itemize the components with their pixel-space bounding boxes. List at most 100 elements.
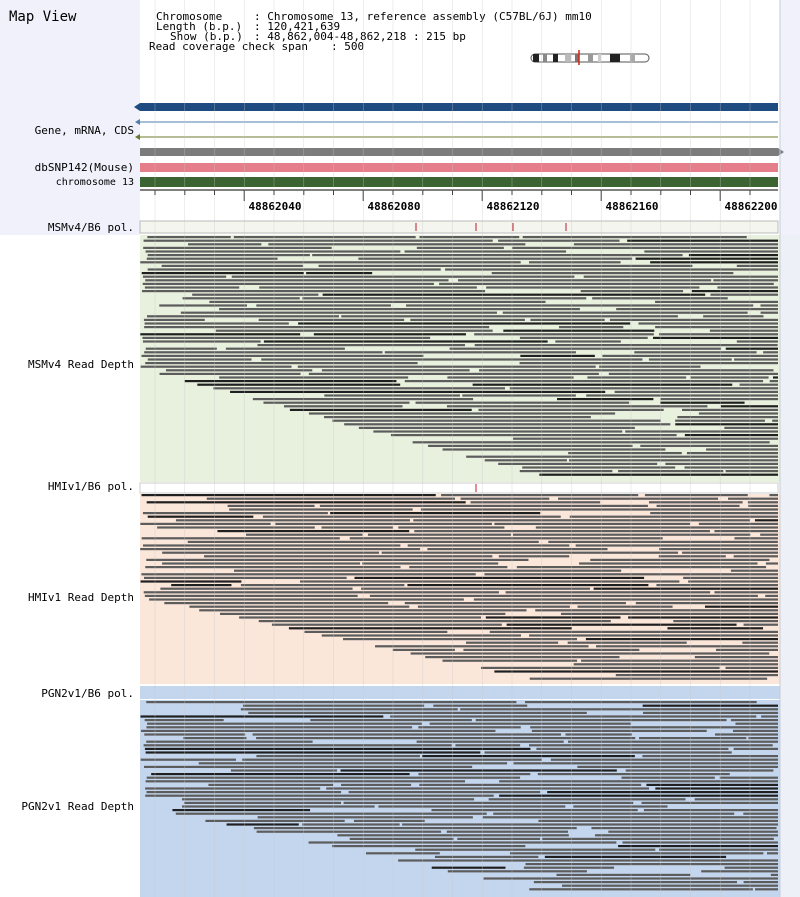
read[interactable] [425,656,620,659]
read[interactable] [165,369,313,372]
read[interactable] [686,452,778,455]
read[interactable] [369,594,758,597]
read[interactable] [542,837,774,840]
read[interactable] [499,780,778,783]
read[interactable] [229,508,413,511]
read[interactable] [733,729,778,732]
read[interactable] [472,383,733,386]
read[interactable] [252,733,561,736]
read[interactable] [713,279,778,282]
read[interactable] [639,737,747,740]
read[interactable] [337,834,569,837]
read[interactable] [665,462,778,465]
read[interactable] [573,243,778,246]
read[interactable] [144,594,358,597]
read[interactable] [271,623,502,626]
read[interactable] [349,537,663,540]
read[interactable] [491,272,734,275]
read[interactable] [586,394,778,397]
read[interactable] [406,304,754,307]
read[interactable] [219,308,580,311]
read[interactable] [308,372,599,375]
read[interactable] [332,419,661,422]
dbsnp-bar-gray[interactable] [140,148,778,156]
read[interactable] [141,494,436,497]
read[interactable] [499,794,778,797]
read[interactable] [725,347,778,350]
read[interactable] [585,638,778,641]
msm-pol-track[interactable] [139,220,779,234]
read[interactable] [627,239,778,242]
read[interactable] [146,315,339,318]
read[interactable] [747,501,778,504]
read[interactable] [358,257,633,260]
read[interactable] [596,645,778,648]
read[interactable] [646,783,778,786]
read[interactable] [656,504,740,507]
read[interactable] [415,848,656,851]
read[interactable] [479,369,774,372]
read[interactable] [743,623,778,626]
read[interactable] [308,841,617,844]
read[interactable] [715,733,778,736]
read[interactable] [704,605,778,608]
read[interactable] [667,627,764,630]
read[interactable] [568,740,778,743]
read[interactable] [172,809,311,812]
read[interactable] [581,659,778,662]
read[interactable] [730,569,778,572]
read[interactable] [558,497,719,500]
read[interactable] [519,470,613,473]
read[interactable] [642,755,778,758]
read[interactable] [407,584,649,587]
read[interactable] [256,755,420,758]
read[interactable] [175,519,411,522]
read[interactable] [431,809,638,812]
read[interactable] [239,616,482,619]
read[interactable] [734,358,778,361]
read[interactable] [535,526,778,529]
read[interactable] [140,365,292,368]
read[interactable] [145,279,449,282]
read[interactable] [234,569,622,572]
read[interactable] [143,544,401,547]
read[interactable] [538,819,778,822]
read[interactable] [583,275,778,278]
read[interactable] [573,805,668,808]
read[interactable] [220,612,506,615]
read[interactable] [144,733,246,736]
read[interactable] [321,526,393,529]
read[interactable] [146,501,466,504]
read[interactable] [486,286,700,289]
read[interactable] [770,873,778,876]
read[interactable] [446,830,569,833]
read[interactable] [449,347,722,350]
read[interactable] [478,408,664,411]
read[interactable] [457,837,541,840]
read[interactable] [463,648,640,651]
read[interactable] [725,470,778,473]
read[interactable] [147,254,310,257]
read[interactable] [348,791,541,794]
read[interactable] [592,297,728,300]
read[interactable] [694,656,778,659]
read[interactable] [434,855,539,858]
read[interactable] [197,383,401,386]
read[interactable] [180,311,497,314]
hmi-pol-track[interactable] [139,482,779,494]
read[interactable] [340,769,617,772]
read[interactable] [144,351,383,354]
read[interactable] [460,708,778,711]
read[interactable] [682,408,778,411]
read[interactable] [529,261,621,264]
read[interactable] [523,866,615,869]
read[interactable] [688,254,778,257]
read[interactable] [536,747,729,750]
read[interactable] [642,704,778,707]
read[interactable] [621,776,715,779]
read[interactable] [650,261,778,264]
read[interactable] [147,236,231,239]
read[interactable] [322,293,706,296]
read[interactable] [742,641,778,644]
read[interactable] [730,719,778,722]
